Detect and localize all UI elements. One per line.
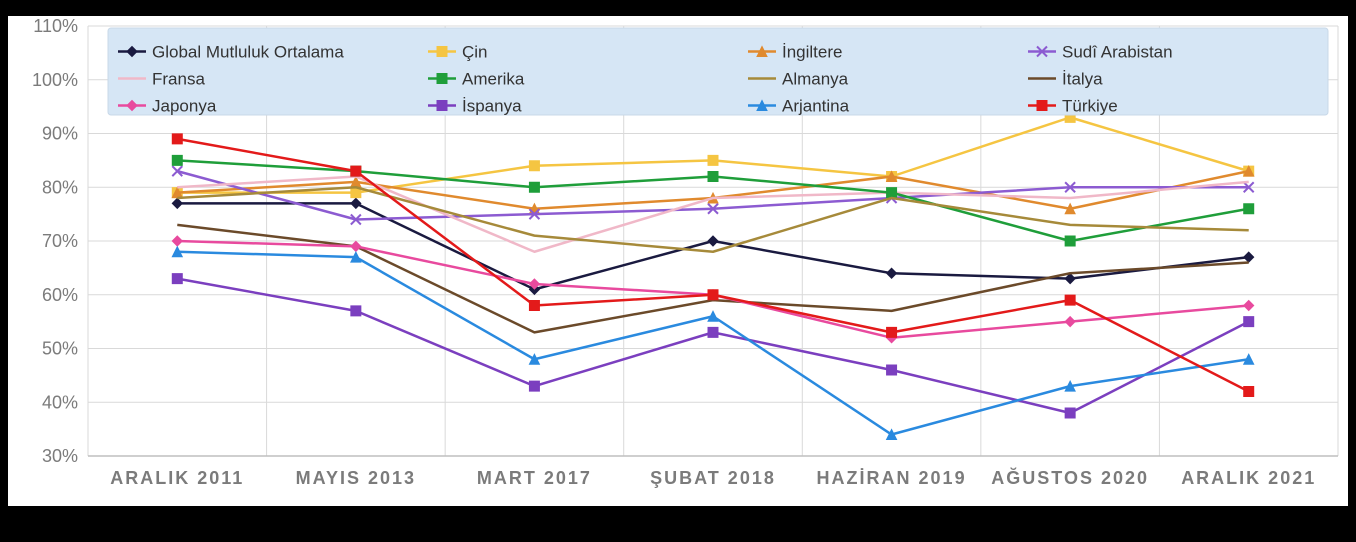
legend-label: Sudî Arabistan <box>1062 43 1173 62</box>
legend-label: İspanya <box>462 97 522 116</box>
legend-label: Almanya <box>782 70 849 89</box>
legend-label: İtalya <box>1062 70 1103 89</box>
x-tick-label: MAYIS 2013 <box>296 468 416 488</box>
y-tick-label: 60% <box>42 285 78 305</box>
legend-label: Fransa <box>152 70 205 89</box>
legend: Global Mutluluk Ortalama Çin İngiltere Sudî… <box>108 28 1328 116</box>
x-tick-label: ARALIK 2011 <box>110 468 244 488</box>
y-tick-label: 110% <box>33 16 78 36</box>
x-tick-label: ARALIK 2021 <box>1181 468 1316 488</box>
x-tick-label: HAZİRAN 2019 <box>817 468 967 488</box>
x-tick-label: MART 2017 <box>477 468 592 488</box>
y-tick-label: 40% <box>42 392 78 412</box>
legend-item-global: Global Mutluluk Ortalama <box>118 43 344 62</box>
x-tick-label: ŞUBAT 2018 <box>650 468 776 488</box>
x-tick-label: AĞUSTOS 2020 <box>991 467 1149 488</box>
y-tick-label: 50% <box>42 339 78 359</box>
legend-label: Global Mutluluk Ortalama <box>152 43 344 62</box>
y-tick-label: 100% <box>32 70 78 90</box>
y-tick-label: 70% <box>42 231 78 251</box>
y-tick-label: 90% <box>42 124 78 144</box>
chart-svg: 30% 40% 50% 60% 70% 80% 90% 100% 110% ARALIK 2011… <box>8 16 1348 506</box>
legend-label: İngiltere <box>782 43 842 62</box>
y-tick-label: 30% <box>42 446 78 466</box>
legend-label: Arjantina <box>782 97 850 116</box>
y-tick-label: 80% <box>42 177 78 197</box>
legend-label: Japonya <box>152 97 217 116</box>
legend-label: Çin <box>462 43 488 62</box>
line-chart: 30% 40% 50% 60% 70% 80% 90% 100% 110% ARALIK 2011… <box>8 16 1348 506</box>
legend-label: Türkiye <box>1062 97 1118 116</box>
legend-label: Amerika <box>462 70 525 89</box>
